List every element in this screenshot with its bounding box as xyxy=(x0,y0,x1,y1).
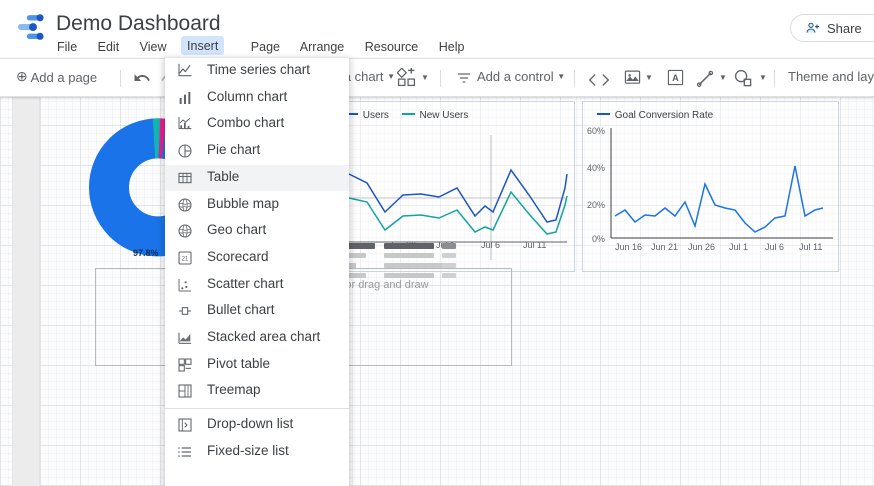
svg-text:Jul 11: Jul 11 xyxy=(799,242,822,252)
svg-text:Jul 11: Jul 11 xyxy=(523,240,546,250)
svg-text:40%: 40% xyxy=(587,163,605,173)
svg-text:21: 21 xyxy=(182,257,189,263)
svg-text:20%: 20% xyxy=(587,200,605,210)
svg-text:0%: 0% xyxy=(592,234,605,244)
svg-text:Jul 6: Jul 6 xyxy=(481,240,500,250)
svg-text:Jul 6: Jul 6 xyxy=(765,242,784,252)
svg-text:Jun 21: Jun 21 xyxy=(651,242,678,252)
svg-text:A: A xyxy=(672,73,679,83)
svg-text:Jun 16: Jun 16 xyxy=(615,242,642,252)
svg-text:Jun 26: Jun 26 xyxy=(688,242,715,252)
svg-text:Jul 1: Jul 1 xyxy=(729,242,748,252)
svg-text:60%: 60% xyxy=(587,126,605,136)
